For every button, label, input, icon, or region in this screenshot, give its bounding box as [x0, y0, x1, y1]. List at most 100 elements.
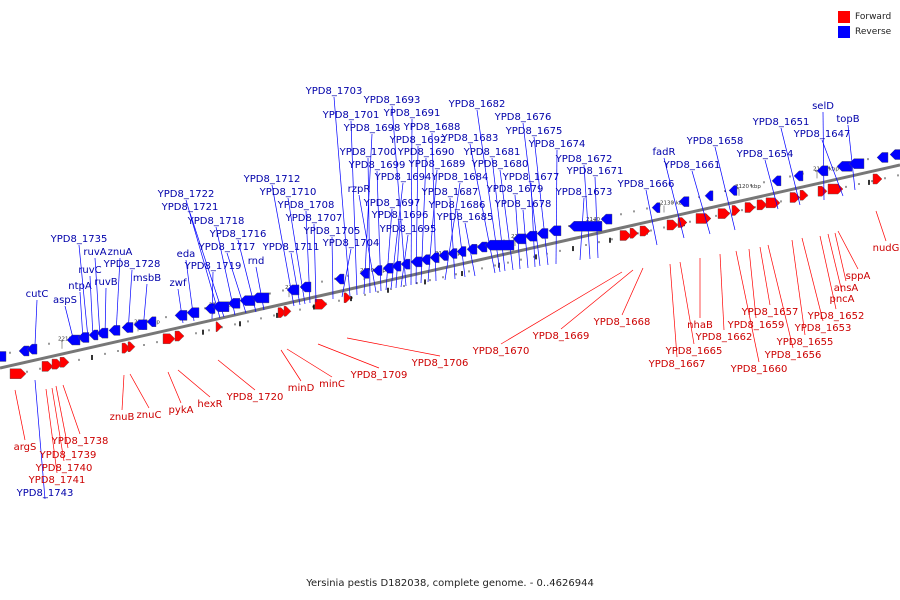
gene-label-ruva: ruvA — [83, 247, 106, 258]
forward-gene-arrow — [174, 330, 185, 342]
gene-label-ypd8-1674: YPD8_1674 — [528, 139, 586, 150]
gene-label-args: argS — [14, 442, 37, 453]
gene-label-ypd8-1722: YPD8_1722 — [157, 189, 215, 200]
forward-gene-arrow — [765, 197, 781, 209]
gene-label-znuc: znuC — [137, 410, 162, 421]
gene-callout-line — [395, 220, 401, 289]
gene-callout-line — [415, 145, 419, 285]
gene-callout-line — [847, 124, 856, 191]
forward-gene-arrow — [215, 321, 223, 332]
forward-gene-arrow — [756, 199, 768, 211]
reverse-gene-arrow — [227, 298, 241, 309]
gene-label-ypd8-1689: YPD8_1689 — [408, 159, 466, 170]
gene-callout-line — [104, 287, 107, 337]
forward-gene-arrow — [629, 228, 639, 239]
gene-label-minc: minC — [319, 379, 345, 390]
gene-callout-line — [45, 388, 58, 474]
gene-label-ypd8-1735: YPD8_1735 — [50, 234, 108, 245]
gene-callout-line — [255, 266, 265, 311]
gene-callout-line — [827, 233, 843, 293]
gene-callout-line — [34, 299, 38, 346]
gene-callout-line — [280, 349, 302, 382]
gene-label-ypd8-1683: YPD8_1683 — [441, 133, 499, 144]
gene-label-mind: minD — [288, 383, 315, 394]
gene-label-ypd8-1657: YPD8_1657 — [741, 307, 799, 318]
gene-callout-line — [226, 252, 247, 314]
gene-label-ypd8-1697: YPD8_1697 — [363, 198, 421, 209]
reverse-gene-arrow — [286, 284, 300, 296]
forward-gene-arrow — [314, 299, 328, 310]
gene-label-ypd8-1709: YPD8_1709 — [350, 370, 408, 381]
gene-callout-line — [719, 253, 725, 331]
forward-gene-arrow — [277, 307, 287, 318]
gene-label-pyka: pykA — [169, 405, 194, 416]
gene-callout-line — [313, 223, 317, 303]
axis-tick-label: 2170 kbp — [360, 268, 386, 274]
gene-label-ypd8-1655: YPD8_1655 — [776, 337, 834, 348]
legend-reverse-label: Reverse — [855, 26, 892, 37]
gene-callout-line — [358, 194, 377, 293]
reverse-gene-arrow — [678, 196, 690, 207]
gene-callout-line — [555, 149, 558, 265]
gene-callout-line — [185, 199, 221, 319]
gene-callout-line — [346, 337, 441, 357]
gene-callout-line — [127, 269, 133, 334]
gene-label-ypd8-1740: YPD8_1740 — [35, 463, 93, 474]
gene-label-ypd8-1677: YPD8_1677 — [502, 172, 560, 183]
forward-gene-arrow — [51, 358, 63, 370]
gene-callout-line — [385, 208, 393, 291]
gene-callout-line — [79, 291, 84, 341]
gene-label-ruvb: ruvB — [94, 277, 117, 288]
gene-callout-line — [62, 384, 81, 435]
gene-callout-line — [217, 359, 256, 391]
gene-callout-line — [331, 236, 334, 300]
forward-gene-arrow — [666, 219, 679, 231]
gene-callout-line — [767, 244, 794, 349]
forward-gene-arrow — [799, 190, 809, 201]
gene-label-ypd8-1718: YPD8_1718 — [187, 216, 245, 227]
gene-callout-line — [679, 261, 695, 345]
gene-callout-line — [287, 197, 306, 305]
gene-callout-line — [34, 379, 46, 500]
forward-gene-arrow — [127, 341, 136, 352]
gene-label-ypd8-1717: YPD8_1717 — [198, 242, 256, 253]
gene-callout-line — [237, 239, 257, 313]
reverse-gene-arrow — [600, 213, 613, 225]
gene-callout-line — [514, 194, 521, 270]
gene-label-ypd8-1690: YPD8_1690 — [397, 147, 455, 158]
reverse-gene-arrow — [836, 161, 853, 172]
gene-callout-line — [211, 271, 214, 320]
reverse-gene-arrow — [372, 265, 383, 276]
gene-label-ypd8-1667: YPD8_1667 — [648, 359, 706, 370]
gene-callout-line — [89, 275, 94, 339]
gene-callout-line — [189, 212, 225, 318]
gene-label-ypd8-1712: YPD8_1712 — [243, 174, 301, 185]
gene-callout-line — [821, 139, 844, 197]
forward-gene-arrow — [121, 342, 131, 354]
gene-label-rzpr: rzpR — [348, 184, 371, 195]
forward-gene-arrow — [695, 213, 712, 224]
gene-callout-line — [621, 267, 644, 316]
gene-label-ntpa: ntpA — [68, 281, 92, 292]
gene-layer — [0, 149, 900, 379]
reverse-gene-arrow — [77, 332, 90, 343]
gene-label-ypd8-1658: YPD8_1658 — [686, 136, 744, 147]
gene-label-ypd8-1669: YPD8_1669 — [532, 331, 590, 342]
gene-label-ypd8-1696: YPD8_1696 — [371, 210, 429, 221]
gene-callout-line — [64, 305, 75, 343]
reverse-gene-arrow — [651, 202, 661, 213]
reverse-gene-arrow — [728, 185, 738, 196]
gene-label-znua: znuA — [108, 247, 133, 258]
gene-callout-line — [819, 235, 837, 310]
gene-label-ypd8-1684: YPD8_1684 — [431, 172, 489, 183]
gene-label-ypd8-1656: YPD8_1656 — [764, 350, 822, 361]
legend-reverse: Reverse — [838, 24, 891, 39]
gene-callout-line — [376, 170, 382, 292]
gene-callout-line — [215, 226, 236, 316]
axis-tick-label: 2160 kbp — [435, 251, 461, 257]
reverse-gene-arrow — [0, 351, 7, 362]
gene-label-ypd8-1705: YPD8_1705 — [303, 226, 361, 237]
reverse-gene-arrow — [816, 165, 829, 177]
label-layer: cutCaspSntpAruvCruvAruvBYPD8_1735znuAYPD… — [14, 86, 899, 500]
